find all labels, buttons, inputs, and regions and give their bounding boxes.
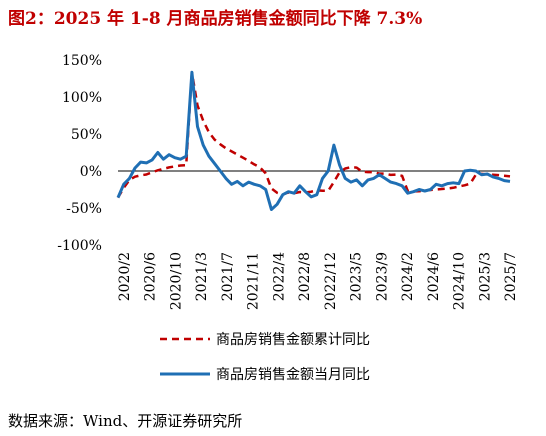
x-tick-label: 2024/6 <box>426 252 442 301</box>
x-tick-label: 2025/3 <box>477 252 493 301</box>
y-tick-label: 100% <box>62 90 102 106</box>
series-line-monthly <box>116 70 511 211</box>
series-layer <box>116 70 511 211</box>
y-tick-label: 0% <box>80 164 102 180</box>
y-axis: 150% 100% 50% 0% -50% -100% <box>57 53 102 254</box>
x-tick-label: 2023/9 <box>374 252 390 301</box>
x-tick-label: 2025/7 <box>503 252 519 301</box>
y-tick-label: 150% <box>62 53 102 69</box>
x-tick-label: 2024/2 <box>400 252 416 301</box>
x-axis: 2020/2 2020/6 2020/10 2021/3 2021/7 2021/11 20… <box>117 170 519 310</box>
series-line-cumulative <box>116 71 511 199</box>
x-tick-label: 2021/7 <box>220 252 236 301</box>
x-tick-label: 2022/12 <box>323 252 339 310</box>
x-tick-label: 2022/4 <box>271 252 287 301</box>
legend-label: 商品房销售金额累计同比 <box>216 332 370 348</box>
x-tick-label: 2020/10 <box>168 252 184 310</box>
x-tick-label: 2020/2 <box>117 252 133 301</box>
legend-label: 商品房销售金额当月同比 <box>216 367 370 383</box>
y-tick-label: 50% <box>71 127 102 143</box>
x-tick-label: 2022/8 <box>297 252 313 301</box>
x-tick-label: 2023/5 <box>349 252 365 301</box>
x-tick-label: 2020/6 <box>143 252 159 301</box>
chart-title: 图2：2025 年 1-8 月商品房销售金额同比下降 7.3% <box>8 9 423 29</box>
x-tick-label: 2021/11 <box>246 252 262 310</box>
y-tick-label: -100% <box>57 238 102 254</box>
y-tick-label: -50% <box>66 201 102 217</box>
x-tick-label: 2021/3 <box>194 252 210 301</box>
source-note: 数据来源：Wind、开源证券研究所 <box>8 412 243 430</box>
x-tick-label: 2024/10 <box>452 252 468 310</box>
